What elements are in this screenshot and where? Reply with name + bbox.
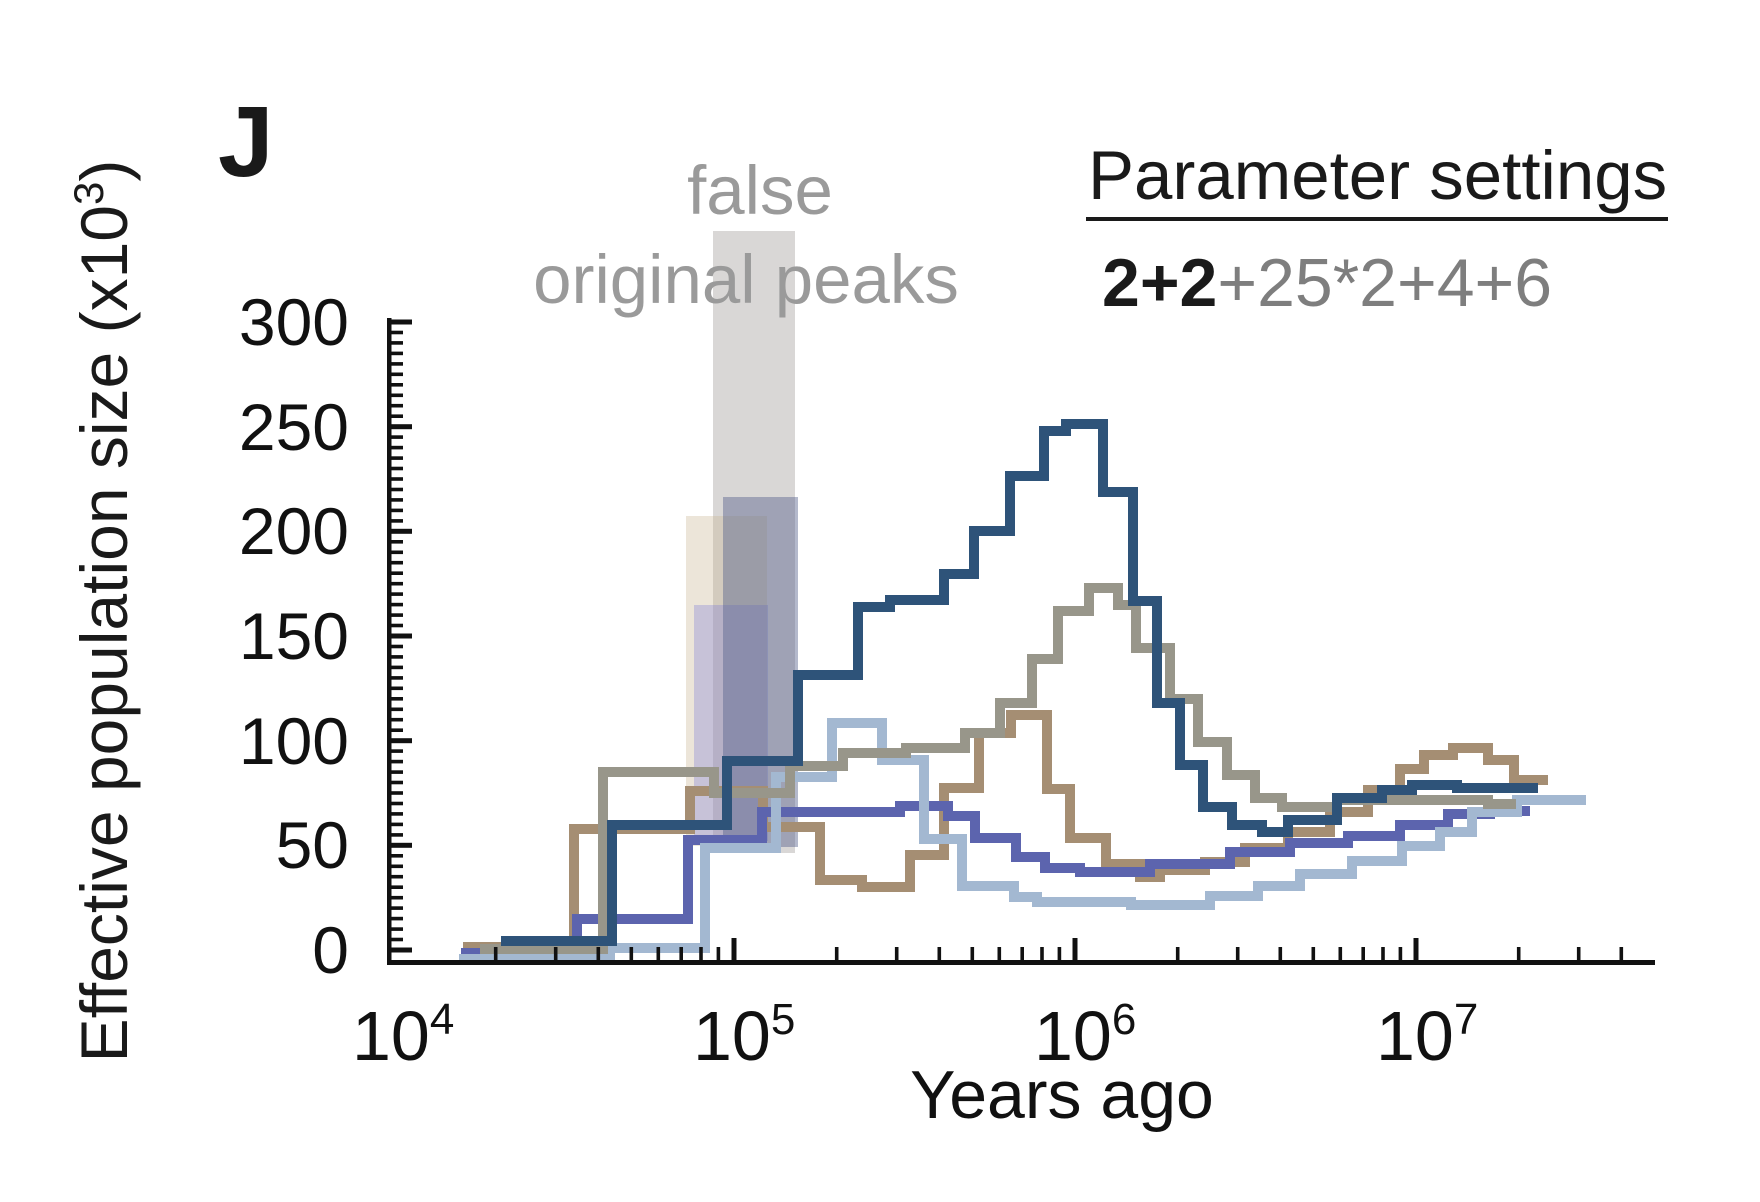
- svg-text:300: 300: [239, 285, 349, 359]
- svg-text:100: 100: [239, 704, 349, 778]
- svg-text:Parameter settings: Parameter settings: [1088, 137, 1667, 214]
- svg-text:J: J: [218, 86, 274, 198]
- svg-text:250: 250: [239, 390, 349, 464]
- svg-text:false: false: [687, 152, 833, 229]
- svg-text:200: 200: [239, 494, 349, 568]
- svg-text:Years ago: Years ago: [910, 1057, 1214, 1133]
- svg-text:original peaks: original peaks: [533, 241, 959, 318]
- svg-text:50: 50: [276, 808, 349, 882]
- svg-text:150: 150: [239, 599, 349, 673]
- svg-text:2+2+25*2+4+6: 2+2+25*2+4+6: [1102, 245, 1552, 321]
- svg-text:106: 106: [1034, 995, 1136, 1075]
- svg-text:Effective population size (x10: Effective population size (x103): [65, 160, 141, 1063]
- svg-text:0: 0: [312, 913, 349, 987]
